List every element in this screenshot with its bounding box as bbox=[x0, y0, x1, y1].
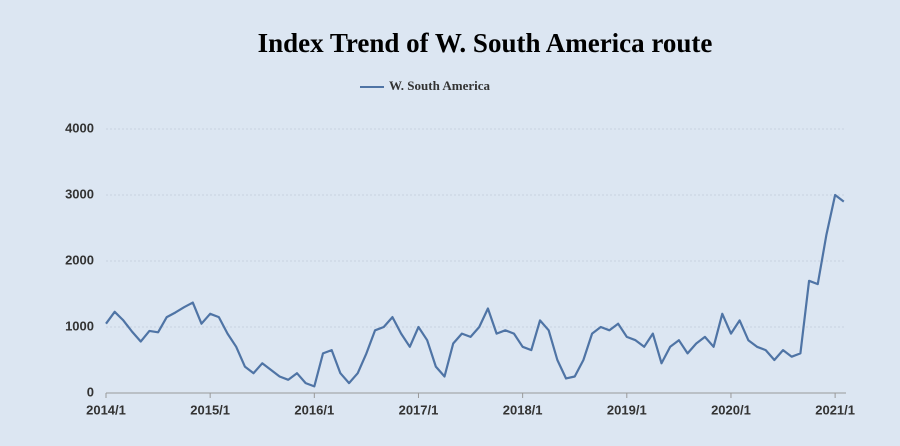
y-tick-label: 0 bbox=[87, 384, 94, 399]
y-tick-label: 2000 bbox=[65, 252, 94, 267]
y-tick-label: 4000 bbox=[65, 120, 94, 135]
chart-title: Index Trend of W. South America route bbox=[258, 28, 713, 58]
legend-label: W. South America bbox=[389, 78, 490, 93]
x-tick-label: 2015/1 bbox=[190, 402, 230, 417]
x-tick-label: 2018/1 bbox=[503, 402, 543, 417]
x-tick-label: 2019/1 bbox=[607, 402, 647, 417]
x-tick-label: 2021/1 bbox=[815, 402, 855, 417]
data-line bbox=[105, 193, 845, 388]
x-tick-label: 2017/1 bbox=[399, 402, 439, 417]
x-tick-label: 2014/1 bbox=[86, 402, 126, 417]
y-tick-label: 1000 bbox=[65, 318, 94, 333]
x-tick-label: 2020/1 bbox=[711, 402, 751, 417]
y-tick-label: 3000 bbox=[65, 186, 94, 201]
x-tick-label: 2016/1 bbox=[294, 402, 334, 417]
